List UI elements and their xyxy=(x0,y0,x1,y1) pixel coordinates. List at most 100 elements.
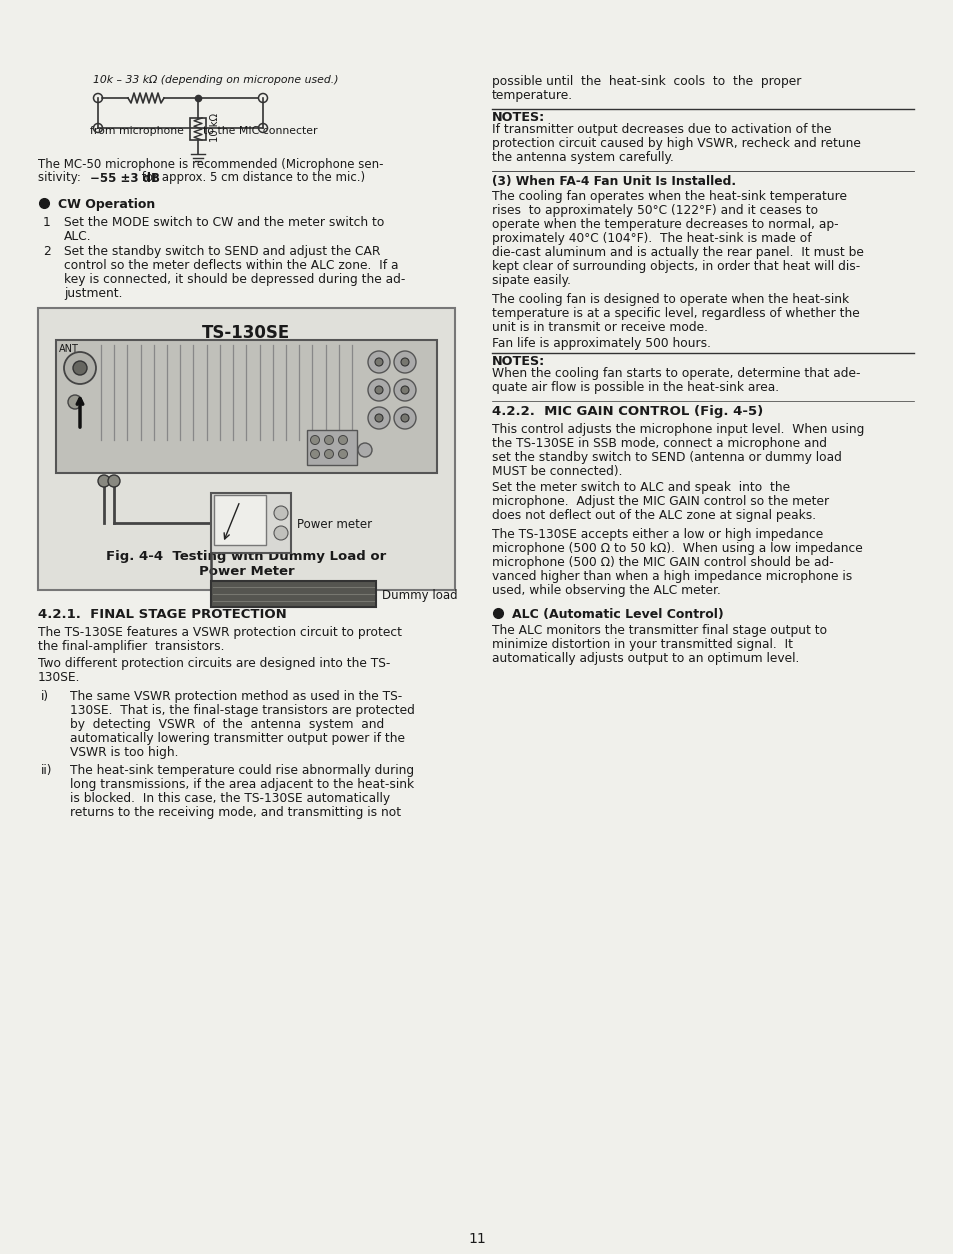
Circle shape xyxy=(338,435,347,444)
Text: minimize distortion in your transmitted signal.  It: minimize distortion in your transmitted … xyxy=(492,638,792,651)
Text: is blocked.  In this case, the TS-130SE automatically: is blocked. In this case, the TS-130SE a… xyxy=(70,793,390,805)
Text: 10k – 33 kΩ (depending on micropone used.): 10k – 33 kΩ (depending on micropone used… xyxy=(92,75,338,85)
Text: The cooling fan is designed to operate when the heat-sink: The cooling fan is designed to operate w… xyxy=(492,293,848,306)
Text: automatically adjusts output to an optimum level.: automatically adjusts output to an optim… xyxy=(492,652,799,665)
Text: Fan life is approximately 500 hours.: Fan life is approximately 500 hours. xyxy=(492,337,710,350)
Text: Power meter: Power meter xyxy=(296,518,372,530)
Text: die-cast aluminum and is actually the rear panel.  It must be: die-cast aluminum and is actually the re… xyxy=(492,246,863,260)
Text: The MC-50 microphone is recommended (Microphone sen-: The MC-50 microphone is recommended (Mic… xyxy=(38,158,383,171)
Text: returns to the receiving mode, and transmitting is not: returns to the receiving mode, and trans… xyxy=(70,806,400,819)
Text: automatically lowering transmitter output power if the: automatically lowering transmitter outpu… xyxy=(70,732,405,745)
Text: MUST be connected).: MUST be connected). xyxy=(492,465,622,478)
Text: Set the meter switch to ALC and speak  into  the: Set the meter switch to ALC and speak in… xyxy=(492,482,789,494)
Text: If transmitter output decreases due to activation of the: If transmitter output decreases due to a… xyxy=(492,123,831,135)
Text: CW Operation: CW Operation xyxy=(58,198,155,211)
Text: NOTES:: NOTES: xyxy=(492,355,545,367)
Text: temperature is at a specific level, regardless of whether the: temperature is at a specific level, rega… xyxy=(492,307,859,320)
Text: unit is in transmit or receive mode.: unit is in transmit or receive mode. xyxy=(492,321,707,334)
Text: used, while observing the ALC meter.: used, while observing the ALC meter. xyxy=(492,584,720,597)
Circle shape xyxy=(400,386,409,394)
Bar xyxy=(190,118,206,140)
Circle shape xyxy=(338,449,347,459)
Text: VSWR is too high.: VSWR is too high. xyxy=(70,746,178,759)
Text: ii): ii) xyxy=(41,764,52,777)
Circle shape xyxy=(108,475,120,487)
Text: The same VSWR protection method as used in the TS-: The same VSWR protection method as used … xyxy=(70,690,402,703)
Text: from microphone: from microphone xyxy=(90,125,184,135)
Text: Two different protection circuits are designed into the TS-: Two different protection circuits are de… xyxy=(38,657,390,670)
Text: The cooling fan operates when the heat-sink temperature: The cooling fan operates when the heat-s… xyxy=(492,191,846,203)
Text: temperature.: temperature. xyxy=(492,89,573,102)
Bar xyxy=(211,581,375,607)
Text: The ALC monitors the transmitter final stage output to: The ALC monitors the transmitter final s… xyxy=(492,624,826,637)
Text: Power Meter: Power Meter xyxy=(198,566,294,578)
Circle shape xyxy=(98,475,110,487)
Circle shape xyxy=(357,443,372,456)
Text: does not deflect out of the ALC zone at signal peaks.: does not deflect out of the ALC zone at … xyxy=(492,509,815,522)
Text: microphone (500 Ω to 50 kΩ).  When using a low impedance: microphone (500 Ω to 50 kΩ). When using … xyxy=(492,542,862,556)
Text: sipate easily.: sipate easily. xyxy=(492,275,571,287)
Bar xyxy=(307,430,356,465)
Text: 2: 2 xyxy=(43,245,51,258)
Text: Dummy load: Dummy load xyxy=(381,589,457,602)
Text: The heat-sink temperature could rise abnormally during: The heat-sink temperature could rise abn… xyxy=(70,764,414,777)
Text: to the MIC connecter: to the MIC connecter xyxy=(203,125,317,135)
Text: Set the MODE switch to CW and the meter switch to: Set the MODE switch to CW and the meter … xyxy=(64,216,384,229)
Text: (3) When FA-4 Fan Unit Is Installed.: (3) When FA-4 Fan Unit Is Installed. xyxy=(492,176,736,188)
Text: ALC.: ALC. xyxy=(64,229,91,243)
Text: rises  to approximately 50°C (122°F) and it ceases to: rises to approximately 50°C (122°F) and … xyxy=(492,204,818,217)
Text: Set the standby switch to SEND and adjust the CAR: Set the standby switch to SEND and adjus… xyxy=(64,245,380,258)
Text: When the cooling fan starts to operate, determine that ade-: When the cooling fan starts to operate, … xyxy=(492,367,860,380)
Text: TS-130SE: TS-130SE xyxy=(202,324,291,342)
Text: The TS-130SE features a VSWR protection circuit to protect: The TS-130SE features a VSWR protection … xyxy=(38,626,401,640)
Text: vanced higher than when a high impedance microphone is: vanced higher than when a high impedance… xyxy=(492,571,851,583)
Circle shape xyxy=(400,357,409,366)
Text: by  detecting  VSWR  of  the  antenna  system  and: by detecting VSWR of the antenna system … xyxy=(70,719,384,731)
Text: microphone (500 Ω) the MIC GAIN control should be ad-: microphone (500 Ω) the MIC GAIN control … xyxy=(492,556,833,569)
Text: justment.: justment. xyxy=(64,287,122,300)
Circle shape xyxy=(324,435,334,444)
Circle shape xyxy=(310,449,319,459)
Text: 10 kΩ: 10 kΩ xyxy=(210,114,220,143)
Circle shape xyxy=(274,525,288,540)
Text: −55 ±3 dB: −55 ±3 dB xyxy=(90,172,160,184)
Bar xyxy=(213,495,266,545)
Circle shape xyxy=(394,379,416,401)
Text: protection circuit caused by high VSWR, recheck and retune: protection circuit caused by high VSWR, … xyxy=(492,137,860,150)
Text: set the standby switch to SEND (antenna or dummy load: set the standby switch to SEND (antenna … xyxy=(492,451,841,464)
Circle shape xyxy=(73,361,87,375)
Text: This control adjusts the microphone input level.  When using: This control adjusts the microphone inpu… xyxy=(492,423,863,436)
Circle shape xyxy=(324,449,334,459)
Text: 4.2.2.  MIC GAIN CONTROL (Fig. 4-5): 4.2.2. MIC GAIN CONTROL (Fig. 4-5) xyxy=(492,405,762,418)
Text: quate air flow is possible in the heat-sink area.: quate air flow is possible in the heat-s… xyxy=(492,381,779,394)
Text: sitivity:: sitivity: xyxy=(38,172,89,184)
Text: ALC (Automatic Level Control): ALC (Automatic Level Control) xyxy=(512,608,723,621)
Circle shape xyxy=(68,395,82,409)
Text: control so the meter deflects within the ALC zone.  If a: control so the meter deflects within the… xyxy=(64,260,398,272)
Circle shape xyxy=(368,408,390,429)
Text: ANT: ANT xyxy=(59,344,79,354)
Circle shape xyxy=(368,351,390,372)
Text: microphone.  Adjust the MIC GAIN control so the meter: microphone. Adjust the MIC GAIN control … xyxy=(492,495,828,508)
Circle shape xyxy=(394,408,416,429)
Text: i): i) xyxy=(41,690,49,703)
Text: NOTES:: NOTES: xyxy=(492,112,545,124)
Circle shape xyxy=(368,379,390,401)
Circle shape xyxy=(375,357,382,366)
Text: key is connected, it should be depressed during the ad-: key is connected, it should be depressed… xyxy=(64,273,405,286)
Text: The TS-130SE accepts either a low or high impedance: The TS-130SE accepts either a low or hig… xyxy=(492,528,822,540)
Circle shape xyxy=(375,414,382,423)
Text: for approx. 5 cm distance to the mic.): for approx. 5 cm distance to the mic.) xyxy=(137,172,364,184)
Circle shape xyxy=(375,386,382,394)
Circle shape xyxy=(400,414,409,423)
Text: the antenna system carefully.: the antenna system carefully. xyxy=(492,150,673,164)
Text: the TS-130SE in SSB mode, connect a microphone and: the TS-130SE in SSB mode, connect a micr… xyxy=(492,436,826,450)
Circle shape xyxy=(394,351,416,372)
Text: 1: 1 xyxy=(43,216,51,229)
Text: 11: 11 xyxy=(468,1231,485,1246)
Text: possible until  the  heat-sink  cools  to  the  proper: possible until the heat-sink cools to th… xyxy=(492,75,801,88)
Text: proximately 40°C (104°F).  The heat-sink is made of: proximately 40°C (104°F). The heat-sink … xyxy=(492,232,811,245)
Bar xyxy=(56,340,436,473)
Circle shape xyxy=(64,352,96,384)
Text: long transmissions, if the area adjacent to the heat-sink: long transmissions, if the area adjacent… xyxy=(70,777,414,791)
